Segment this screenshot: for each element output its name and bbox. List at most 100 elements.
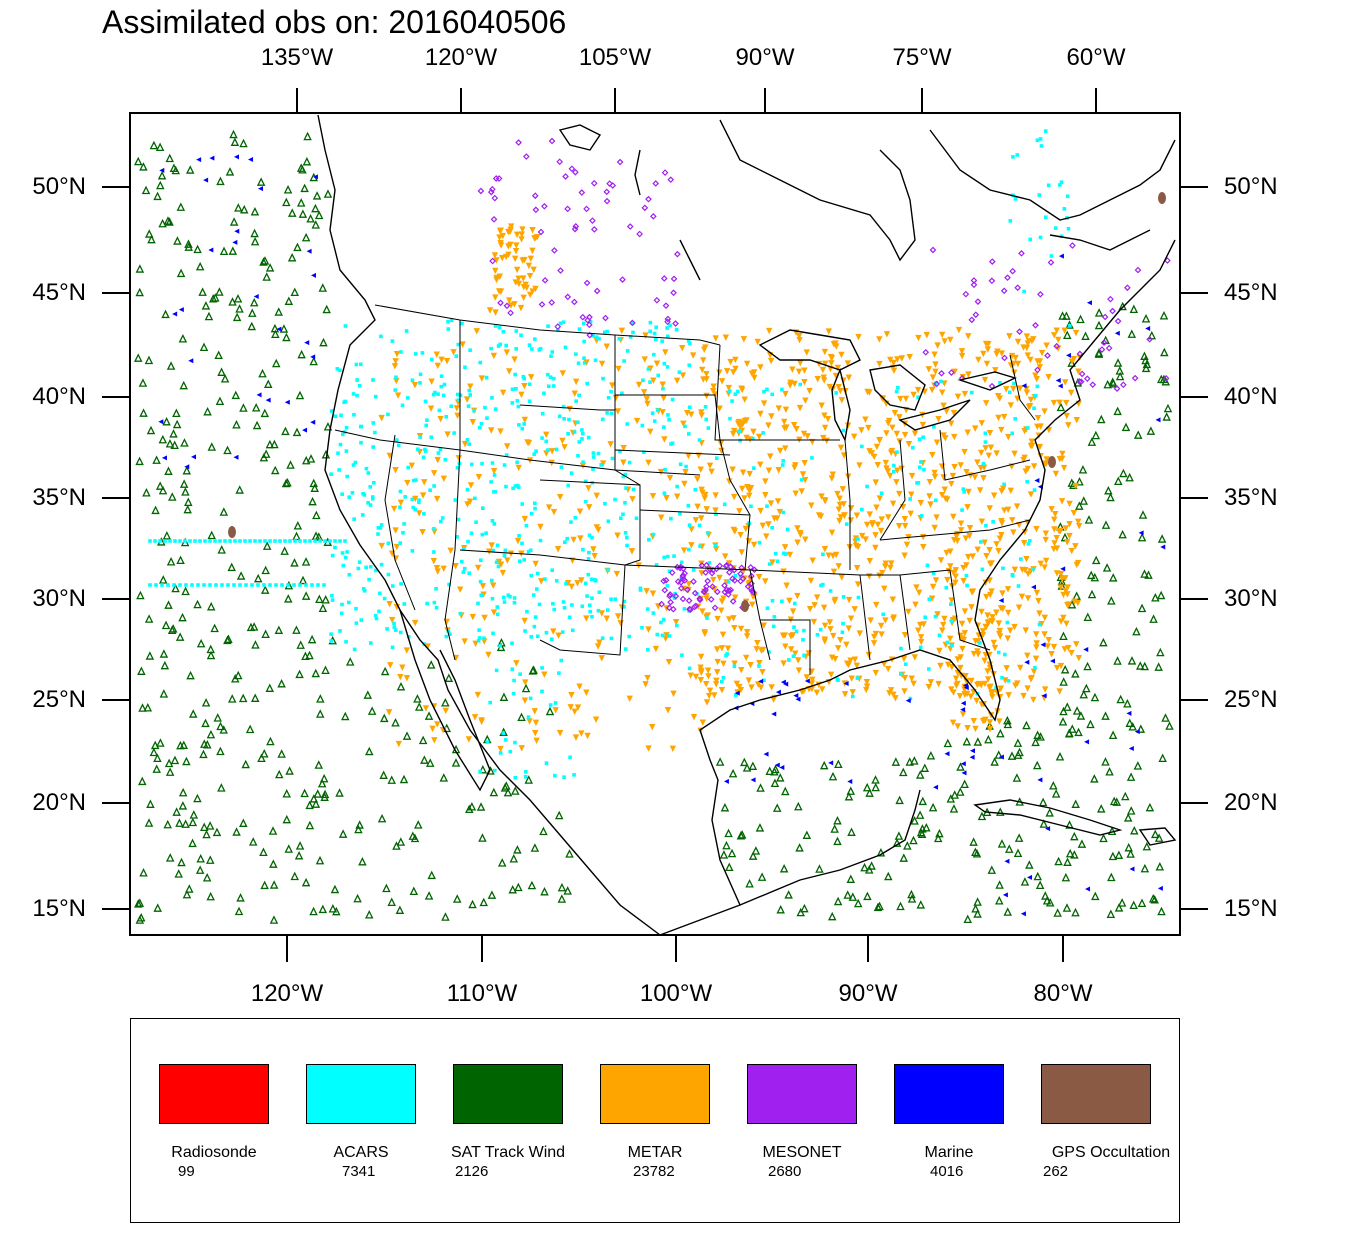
metar-obs xyxy=(386,452,393,460)
metar-obs xyxy=(888,447,896,455)
acars-obs xyxy=(503,548,508,553)
sat-track-wind-obs xyxy=(188,817,198,827)
metar-obs xyxy=(504,557,511,564)
marine-obs xyxy=(178,307,184,313)
metar-obs xyxy=(834,364,842,372)
sat-track-wind-obs xyxy=(174,869,183,878)
acars-obs xyxy=(373,430,377,435)
acars-obs xyxy=(370,495,375,499)
sat-track-wind-obs xyxy=(172,419,182,429)
axis-ticks xyxy=(102,88,1208,962)
acars-obs xyxy=(510,667,515,672)
metar-obs xyxy=(806,605,814,613)
sat-track-wind-obs xyxy=(345,657,355,666)
metar-obs xyxy=(550,508,558,516)
metar-obs xyxy=(901,688,908,695)
acars-obs xyxy=(488,700,492,705)
metar-obs xyxy=(1061,646,1068,653)
metar-obs xyxy=(1027,356,1034,364)
metar-obs xyxy=(870,453,878,461)
metar-obs xyxy=(991,644,999,652)
metar-obs xyxy=(641,356,648,363)
sat-track-wind-obs xyxy=(186,670,195,680)
metar-obs xyxy=(970,718,977,725)
metar-obs xyxy=(901,431,909,439)
metar-obs xyxy=(757,410,764,418)
sat-track-wind-obs xyxy=(1086,570,1096,580)
mesonet-obs xyxy=(1000,287,1008,295)
metar-obs xyxy=(756,659,763,667)
metar-obs xyxy=(787,646,795,653)
sat-track-wind-obs xyxy=(170,755,180,765)
acars-obs xyxy=(666,413,670,417)
metar-obs xyxy=(442,707,449,715)
marine-obs xyxy=(960,707,966,713)
sat-track-wind-obs xyxy=(1049,781,1058,790)
metar-obs xyxy=(829,552,837,560)
metar-obs xyxy=(938,492,946,499)
gps-occultation-obs xyxy=(1048,456,1056,468)
metar-obs xyxy=(950,689,957,696)
left-lat-label: 30°N xyxy=(32,585,86,612)
metar-obs xyxy=(974,546,981,553)
acars-obs xyxy=(398,489,403,494)
sat-track-wind-obs xyxy=(282,197,291,207)
metar-obs xyxy=(741,495,748,502)
acars-obs xyxy=(460,321,464,326)
metar-obs xyxy=(968,589,976,596)
acars-obs xyxy=(655,408,660,412)
sat-track-wind-obs xyxy=(312,191,322,200)
mesonet-obs xyxy=(713,565,720,573)
sat-track-wind-obs xyxy=(297,349,306,359)
acars-obs xyxy=(512,678,516,683)
marine-obs xyxy=(310,419,316,425)
sat-track-wind-obs xyxy=(184,239,193,248)
acars-obs xyxy=(620,391,624,396)
acars-obs xyxy=(798,382,802,387)
sat-track-wind-obs xyxy=(1132,626,1141,636)
acars-obs xyxy=(770,392,775,397)
sat-track-wind-obs xyxy=(1126,806,1136,815)
metar-obs xyxy=(1041,631,1048,638)
marine-obs xyxy=(172,311,178,317)
acars-obs xyxy=(492,473,497,477)
legend-swatch xyxy=(159,1064,269,1124)
sat-track-wind-obs xyxy=(164,466,173,475)
metar-obs xyxy=(718,645,726,652)
metar-obs xyxy=(706,462,714,470)
acars-obs xyxy=(704,417,709,422)
metar-obs xyxy=(507,226,514,234)
sat-track-wind-obs xyxy=(133,353,143,362)
metar-obs xyxy=(885,514,892,521)
sat-track-wind-obs xyxy=(848,892,858,901)
sat-track-wind-obs xyxy=(1140,661,1150,671)
mesonet-obs xyxy=(690,578,697,585)
metar-obs xyxy=(593,492,600,500)
metar-obs xyxy=(1024,685,1031,692)
sat-track-wind-obs xyxy=(282,814,292,824)
marine-obs xyxy=(1041,693,1047,699)
acars-obs xyxy=(456,398,461,402)
acars-obs xyxy=(841,428,846,433)
metar-obs xyxy=(497,288,505,295)
acars-obs xyxy=(1043,129,1048,133)
acars-obs xyxy=(494,668,499,673)
sat-track-wind-obs xyxy=(1161,713,1170,722)
metar-obs xyxy=(962,535,970,542)
metar-obs xyxy=(1075,368,1082,375)
acars-obs xyxy=(498,751,503,755)
acars-obs xyxy=(1033,393,1038,398)
metar-obs xyxy=(506,297,513,304)
metar-obs xyxy=(905,441,913,448)
metar-obs xyxy=(712,335,719,342)
metar-obs xyxy=(592,716,600,723)
sat-track-wind-obs xyxy=(213,713,222,722)
metar-obs xyxy=(1065,601,1073,608)
metar-obs xyxy=(931,524,938,532)
sat-track-wind-obs xyxy=(441,698,450,707)
right-lat-label: 30°N xyxy=(1224,585,1278,612)
metar-obs xyxy=(473,328,480,335)
metar-obs xyxy=(993,450,1000,457)
sat-track-wind-obs xyxy=(179,380,188,390)
sat-track-wind-obs xyxy=(876,848,886,857)
